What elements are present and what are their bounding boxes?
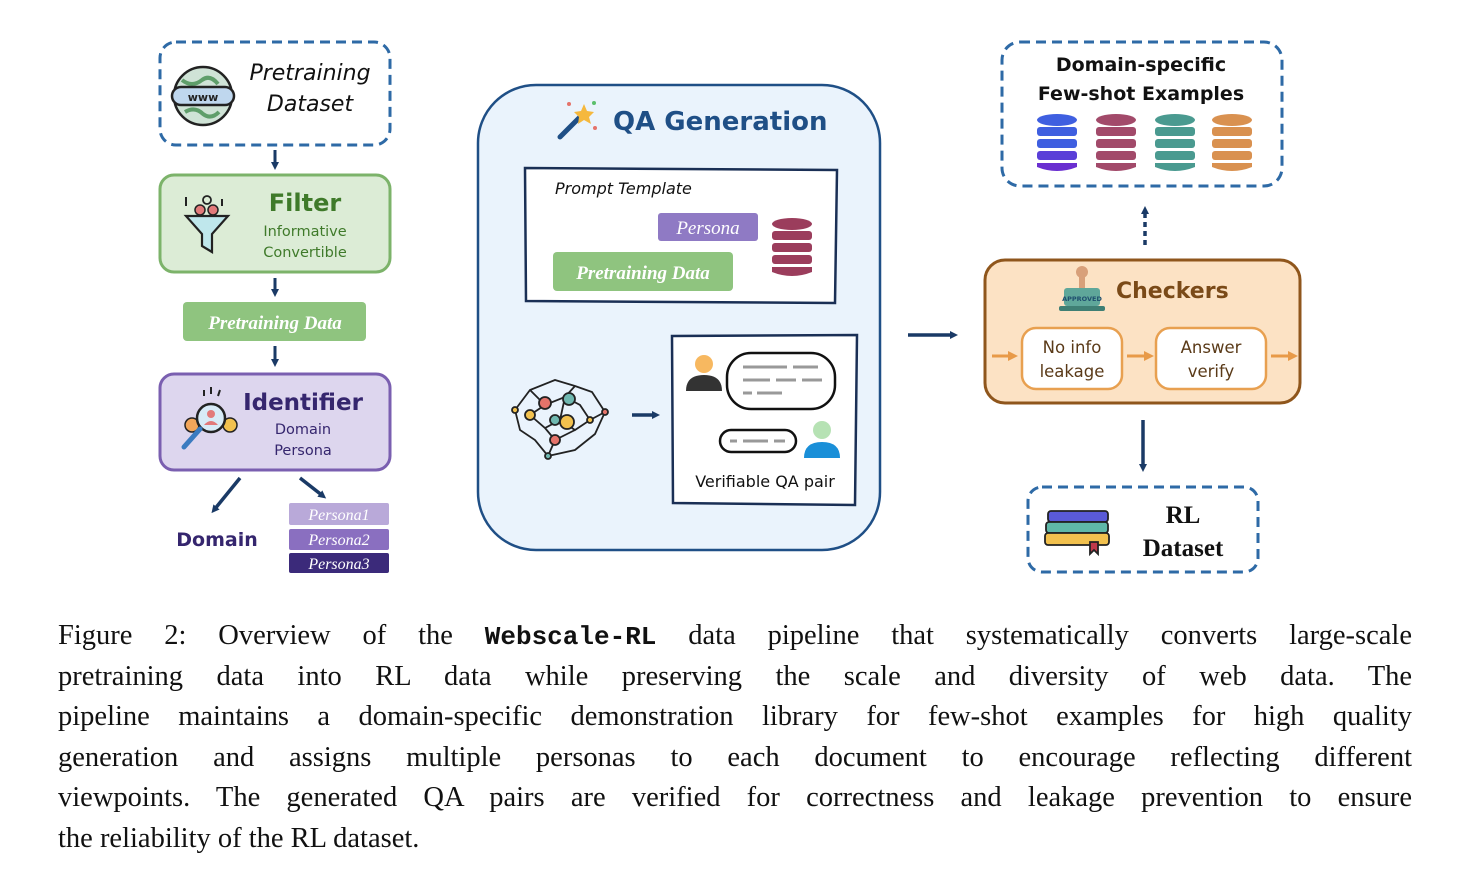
rl-dataset-label-1: RL bbox=[1166, 502, 1201, 529]
books-icon bbox=[1044, 510, 1110, 557]
filter-item-convertible: Convertible bbox=[263, 245, 347, 261]
stamp-text: APPROVED bbox=[1062, 295, 1102, 303]
prompt-template-label: Prompt Template bbox=[555, 179, 692, 198]
database-icon-orange bbox=[1212, 114, 1252, 171]
caption-prefix: Figure 2: Overview of the bbox=[58, 620, 485, 651]
database-icon-teal bbox=[1155, 114, 1195, 171]
arrow-to-domain bbox=[211, 476, 242, 514]
caption-line: pipeline maintains a domain-specific dem… bbox=[58, 701, 1412, 733]
qa-pair-label: Verifiable QA pair bbox=[695, 472, 835, 491]
globe-www-icon: www bbox=[170, 65, 236, 127]
identifier-item-persona: Persona bbox=[274, 443, 332, 459]
identifier-item-domain: Domain bbox=[275, 422, 331, 438]
identifier-title: Identifier bbox=[243, 390, 364, 416]
filter-title: Filter bbox=[269, 189, 342, 217]
caption-line: viewpoints. The generated QA pairs are v… bbox=[58, 782, 1412, 814]
caption-code-name: Webscale-RL bbox=[484, 622, 657, 652]
persona-1: Persona1 bbox=[307, 507, 369, 524]
few-shot-title-1: Domain-specific bbox=[1056, 54, 1226, 76]
database-icon bbox=[772, 218, 812, 276]
caption-line: the reliability of the RL dataset. bbox=[58, 822, 420, 854]
svg-text:www: www bbox=[188, 91, 219, 104]
pipeline-diagram: www Pretraining Dataset Filter Informati… bbox=[158, 40, 1302, 574]
neural-network-brain-icon bbox=[511, 379, 609, 460]
rl-dataset-label-2: Dataset bbox=[1143, 535, 1224, 562]
database-icon-blue bbox=[1037, 114, 1077, 171]
persona-list: Persona1 Persona2 Persona3 bbox=[289, 503, 389, 573]
answer-verify-step bbox=[1154, 326, 1268, 391]
search-people-icon bbox=[181, 387, 238, 450]
step2-line1: Answer bbox=[1181, 338, 1242, 357]
pretraining-data-label: Pretraining Data bbox=[207, 313, 342, 334]
pretraining-data-pill: Pretraining Data bbox=[183, 302, 366, 341]
domain-label: Domain bbox=[176, 529, 257, 551]
pretraining-dataset-box: www Pretraining Dataset bbox=[158, 40, 392, 147]
caption-line: generation and assigns multiple personas… bbox=[58, 741, 1412, 773]
prompt-template-box: Prompt Template Persona Pretraining Data bbox=[523, 166, 839, 305]
caption-line: pretraining data into RL data while pres… bbox=[58, 660, 1412, 692]
pretraining-dataset-label-1: Pretraining bbox=[249, 61, 370, 86]
arrow-to-personas bbox=[298, 476, 327, 499]
magic-wand-icon bbox=[557, 101, 597, 140]
qa-generation-box: QA Generation Prompt Template Persona Pr… bbox=[476, 83, 882, 552]
pretraining-dataset-label-2: Dataset bbox=[267, 92, 355, 117]
qa-pair-box: Verifiable QA pair bbox=[670, 333, 859, 507]
database-icon-maroon bbox=[1096, 114, 1136, 171]
no-info-leakage-step bbox=[1020, 326, 1124, 391]
few-shot-title-2: Few-shot Examples bbox=[1038, 83, 1244, 105]
caption-line: Figure 2: Overview of the Webscale-RL da… bbox=[58, 616, 1412, 657]
rl-dataset-box: RL Dataset bbox=[1026, 485, 1260, 574]
few-shot-examples-box: Domain-specific Few-shot Examples bbox=[1000, 40, 1284, 188]
caption-suffix: data pipeline that systematically conver… bbox=[656, 620, 1412, 651]
filter-item-informative: Informative bbox=[263, 224, 346, 240]
assistant-icon bbox=[804, 421, 840, 458]
identifier-box: Identifier Domain Persona bbox=[158, 372, 392, 472]
step1-line2: leakage bbox=[1040, 362, 1105, 381]
persona-pill: Persona bbox=[675, 218, 739, 239]
checkers-box: APPROVED Checkers No info leakage Answer… bbox=[983, 258, 1302, 405]
user-icon bbox=[686, 355, 722, 391]
persona-3: Persona3 bbox=[307, 556, 369, 573]
funnel-icon bbox=[183, 195, 231, 254]
figure-caption: Figure 2: Overview of the Webscale-RL da… bbox=[58, 616, 1412, 860]
persona-2: Persona2 bbox=[307, 532, 369, 549]
step1-line1: No info bbox=[1043, 338, 1102, 357]
pretraining-data-pill: Pretraining Data bbox=[575, 263, 710, 284]
checkers-title: Checkers bbox=[1116, 279, 1229, 304]
filter-box: Filter Informative Convertible bbox=[158, 173, 392, 274]
approved-stamp-icon: APPROVED bbox=[1059, 266, 1105, 311]
qa-generation-title: QA Generation bbox=[613, 107, 827, 137]
step2-line2: verify bbox=[1188, 362, 1235, 381]
